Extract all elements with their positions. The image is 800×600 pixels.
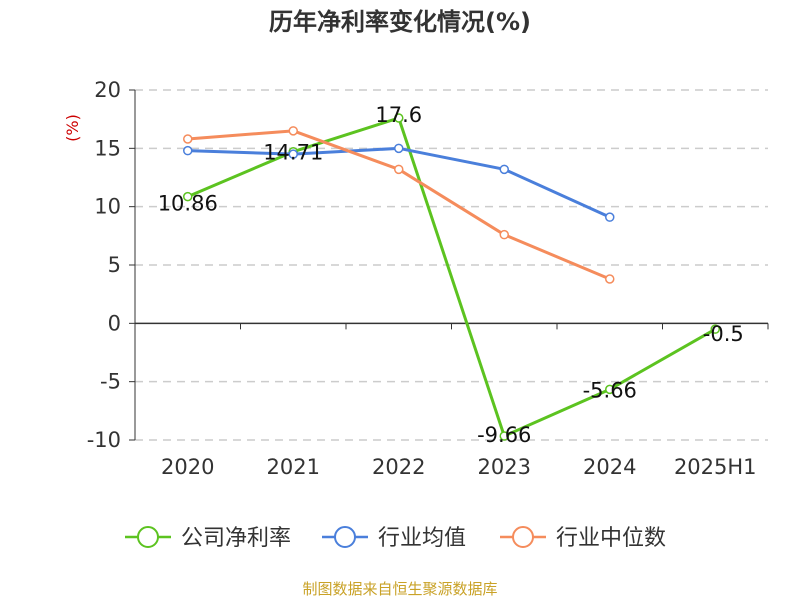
series-line-0: [187, 116, 716, 438]
data-label: 14.71: [263, 141, 323, 165]
legend-marker: [512, 526, 534, 548]
data-label: -0.5: [703, 322, 744, 346]
source-note: 制图数据来自恒生聚源数据库: [302, 580, 498, 598]
grid-lines: [135, 89, 768, 441]
legend: 公司净利率 行业均值 行业中位数: [125, 526, 666, 551]
x-tick-label: 2022: [372, 455, 425, 479]
legend-label: 行业中位数: [556, 526, 666, 551]
axes: 20 15 10 5 0 -5 -10 2020 2021 2022 2023 2024 2025H1 (…: [63, 78, 769, 479]
series-lines: [183, 113, 720, 441]
data-point: [499, 164, 509, 175]
data-point: [288, 149, 298, 159]
data-point: [288, 126, 298, 136]
y-tick-label: 10: [94, 195, 121, 219]
data-label: 10.86: [158, 192, 218, 216]
y-tick-label: -5: [100, 370, 121, 394]
y-tick-label: 20: [94, 78, 121, 102]
legend-label: 公司净利率: [181, 526, 291, 551]
data-label: -9.66: [477, 423, 531, 447]
y-tick-label: 15: [94, 136, 121, 160]
y-tick-label: 5: [108, 253, 121, 277]
data-labels: 10.86 14.71 17.6 -9.66 -5.66 -0.5: [158, 103, 744, 447]
data-point: [605, 212, 615, 222]
data-point: [710, 324, 720, 334]
data-point: [183, 191, 193, 202]
data-point: [499, 229, 509, 240]
x-tick-label: 2025H1: [674, 455, 757, 479]
chart-title: 历年净利率变化情况(%): [269, 8, 531, 36]
data-point: [183, 145, 193, 156]
legend-label: 行业均值: [378, 526, 466, 551]
data-point: [605, 384, 615, 395]
data-point: [183, 134, 193, 144]
y-tick-label: 0: [108, 311, 121, 335]
legend-marker: [334, 526, 356, 548]
y-axis-unit: (%): [63, 114, 82, 142]
x-tick-label: 2024: [583, 455, 636, 479]
legend-marker: [137, 526, 159, 548]
data-label: -5.66: [583, 378, 637, 402]
x-tick-label: 2023: [478, 455, 531, 479]
data-point: [394, 113, 404, 123]
data-label: 17.6: [375, 103, 422, 127]
y-tick-label: -10: [87, 428, 121, 452]
x-tick-label: 2021: [267, 455, 320, 479]
data-point: [394, 143, 404, 154]
data-point: [499, 431, 509, 441]
data-point: [394, 164, 404, 175]
data-point: [605, 274, 615, 284]
x-tick-label: 2020: [161, 455, 214, 479]
